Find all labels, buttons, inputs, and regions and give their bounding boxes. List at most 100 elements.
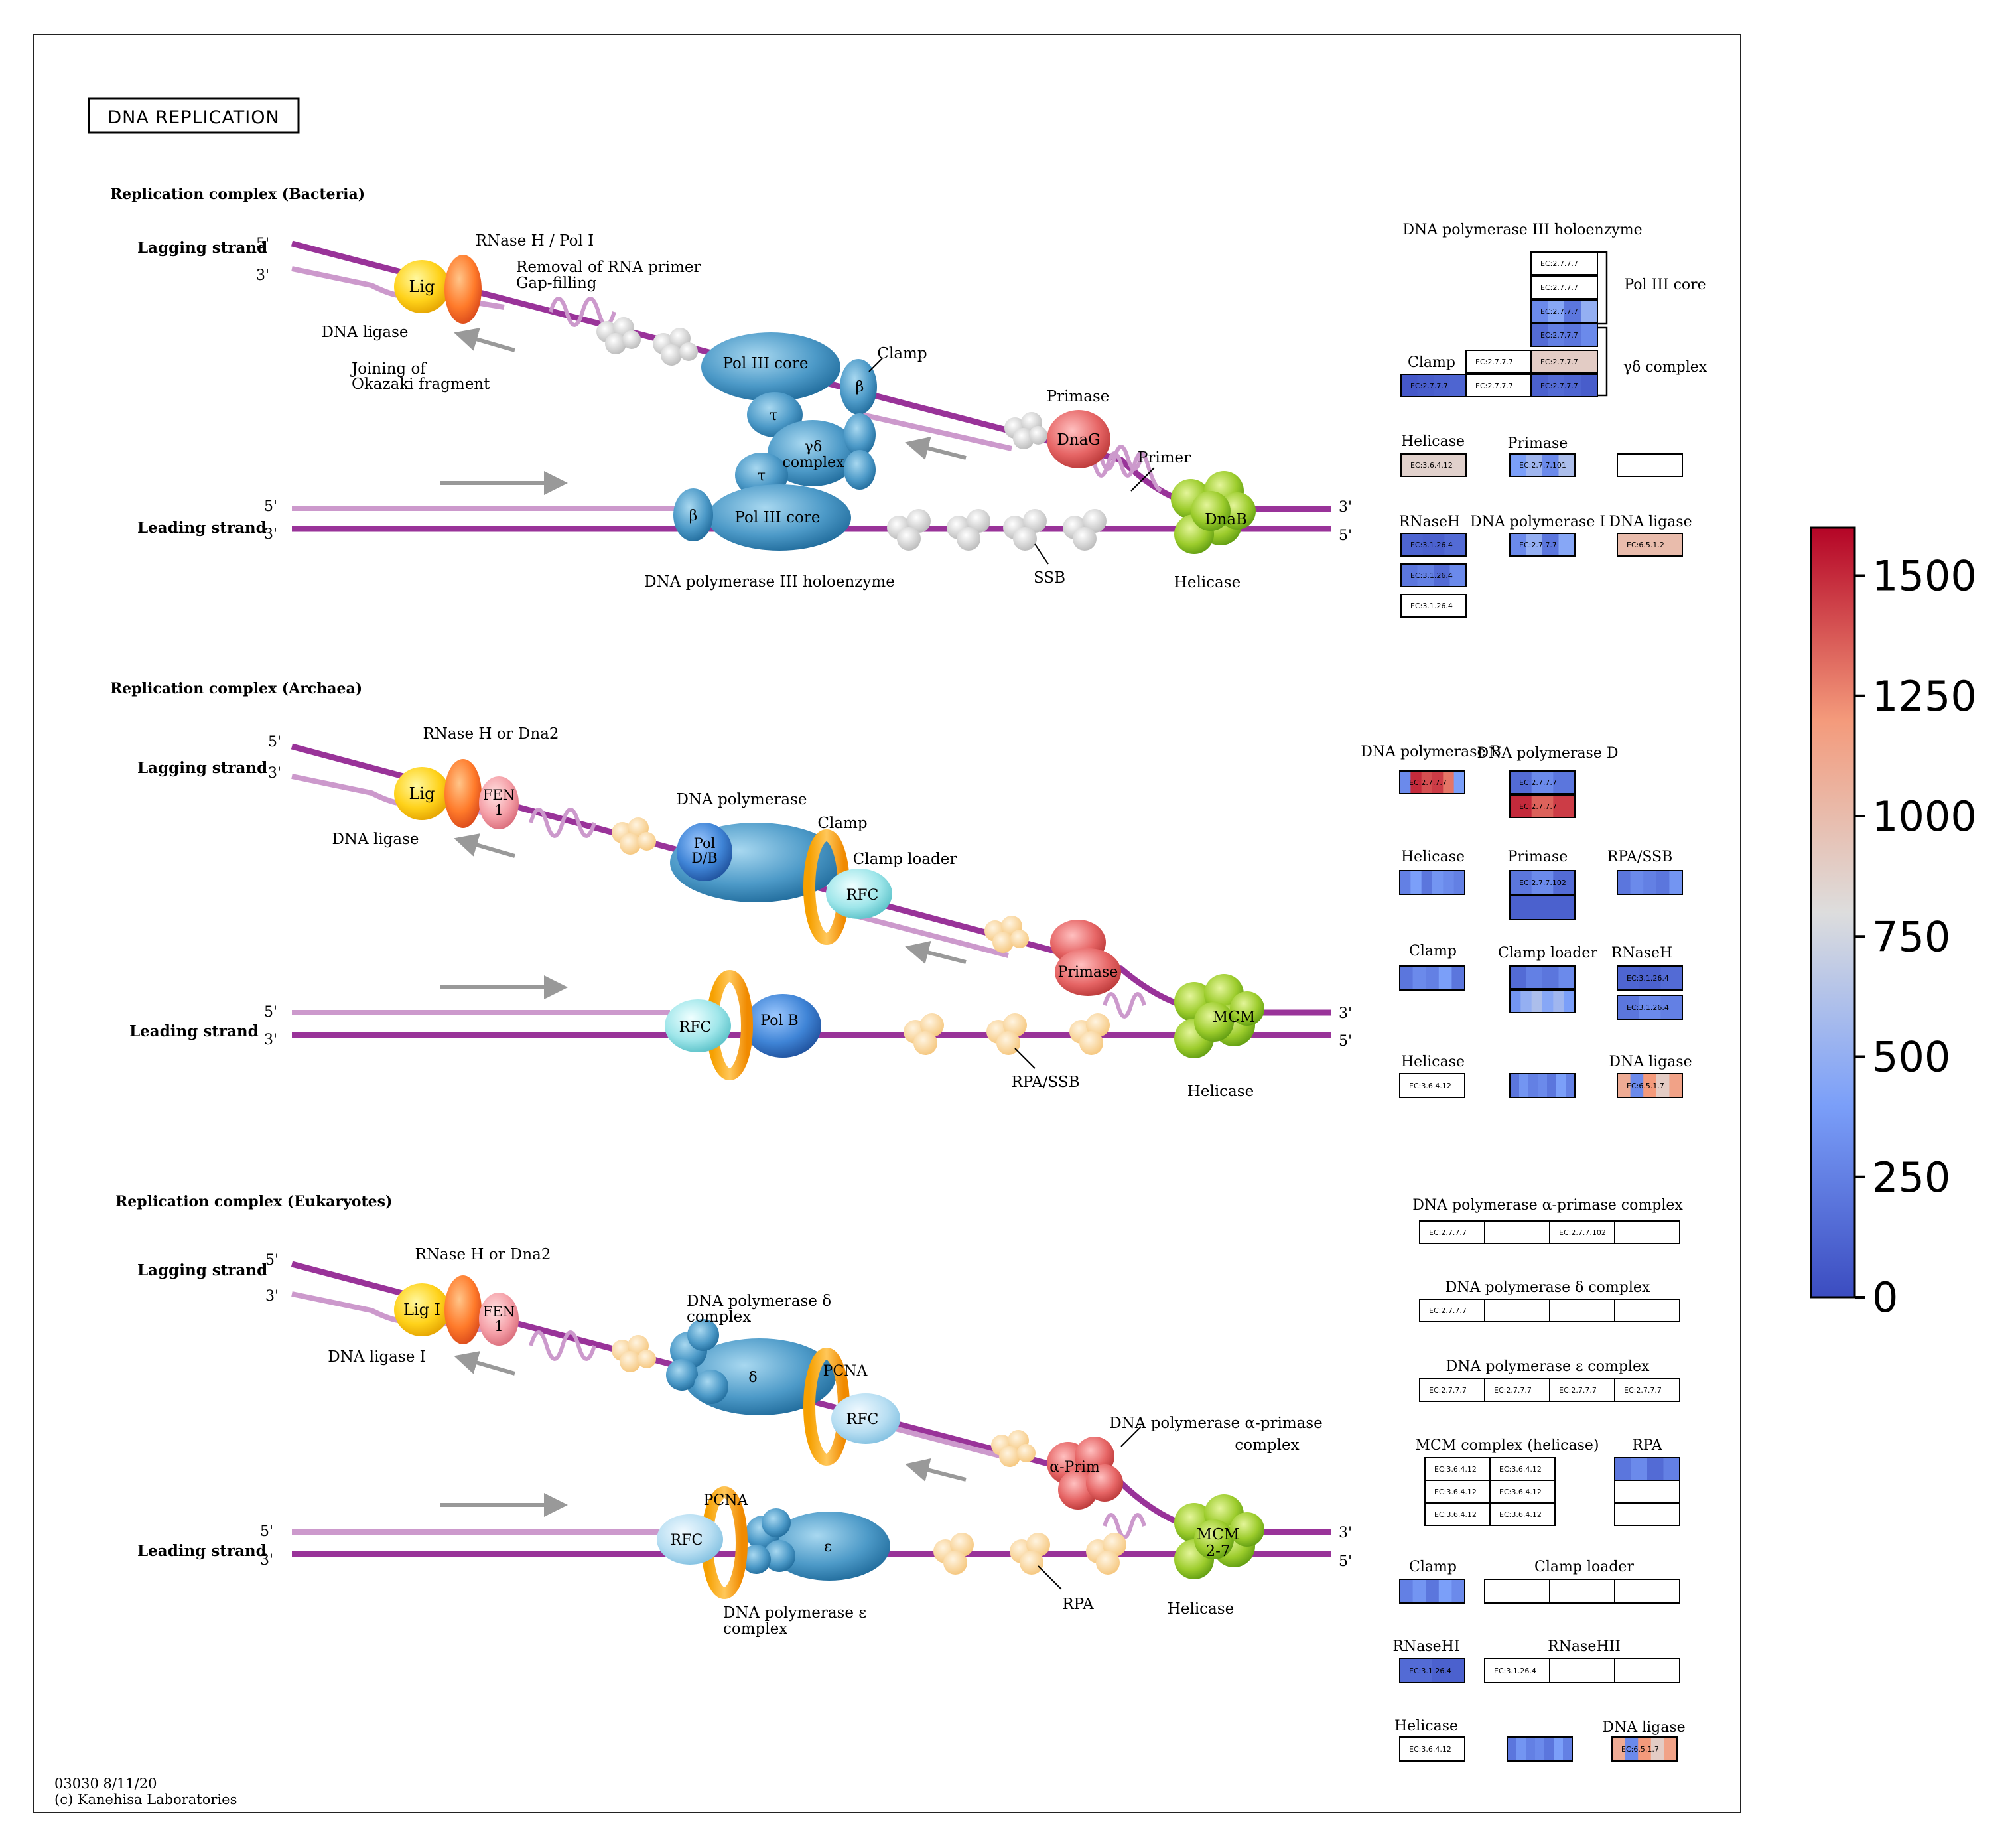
heatmap-cell: [1400, 966, 1414, 990]
heatmap-box: [1484, 1579, 1550, 1604]
ec-number-label: EC:2.7.7.7: [1519, 778, 1557, 787]
heatmap-cell: [1466, 374, 1532, 397]
expression-heatmap-boxes: EC:2.7.7.7 EC:2.7.7.7 EC:2.7.7.7 EC:2.7.7.7…: [1399, 251, 1683, 1762]
heatmap-box-border: [1617, 533, 1683, 557]
map-id-footer: 03030 8/11/20: [54, 1776, 157, 1792]
heatmap-box-border: [1509, 794, 1576, 818]
legend-gd-complex: γδ complex: [1623, 359, 1708, 376]
heatmap-cell: [1669, 1074, 1683, 1097]
heatmap-box-border: [1399, 770, 1465, 794]
heatmap-box: EC:3.1.26.4: [1400, 594, 1467, 618]
five-prime: 5': [256, 236, 269, 252]
lagging-strand-direction-arrow: [905, 940, 967, 964]
heatmap-cell: [1553, 795, 1576, 817]
heatmap-cell: [1544, 1737, 1554, 1761]
heatmap-cell: [1510, 795, 1532, 817]
heatmap-cell: [1669, 871, 1683, 894]
okazaki-fragment: [862, 412, 1012, 451]
heatmap-cell: [1485, 1579, 1550, 1603]
pol-epsilon-label: DNA polymerase ε: [723, 1604, 866, 1622]
heatmap-box-border: [1530, 251, 1598, 275]
heatmap-box: EC:2.7.7.7: [1400, 374, 1467, 397]
pol-b: [744, 994, 821, 1058]
heatmap-cell: [1443, 871, 1455, 894]
heatmap-cell: [1650, 1737, 1664, 1761]
legend-helicase: Helicase: [1394, 1718, 1458, 1734]
lagging-strand-direction-arrow: [905, 436, 967, 460]
beta-label: β: [689, 508, 698, 524]
heatmap-cell: [1400, 771, 1411, 794]
legend-pold: DNA polymerase D: [1477, 745, 1618, 762]
heatmap-box-border: [1530, 350, 1598, 374]
heatmap-box-border: [1530, 323, 1598, 347]
heatmap-box: EC:2.7.7.7: [1465, 374, 1532, 397]
ec-number-label: EC:2.7.7.7: [1475, 358, 1513, 366]
ec-number-label: EC:6.5.1.7: [1621, 1745, 1659, 1754]
heatmap-box-border: [1400, 533, 1467, 557]
heatmap-box: EC:2.7.7.7: [1399, 770, 1465, 794]
heatmap-cell: [1647, 1458, 1664, 1480]
heatmap-cell: [1434, 374, 1450, 397]
five-prime: 5': [264, 1004, 277, 1021]
rfc-clamp-loader: [826, 869, 892, 919]
ec-number-label: EC:3.1.26.4: [1627, 1003, 1669, 1012]
heatmap-box: [1484, 1220, 1550, 1244]
primase-label: Primase: [1058, 964, 1118, 981]
rnase-label: RNase H or Dna2: [415, 1246, 551, 1263]
rfc-clamp-loader: [657, 1514, 723, 1565]
three-prime: 3': [1339, 499, 1352, 516]
legend-holo-title: DNA polymerase III holoenzyme: [1402, 222, 1642, 238]
heatmap-box: EC:2.7.7.7: [1509, 794, 1576, 818]
ec-number-label: EC:3.6.4.12: [1410, 461, 1453, 470]
heatmap-cell: [1425, 1458, 1491, 1480]
heatmap-cell: [1550, 1659, 1615, 1683]
heatmap-cell: [1401, 564, 1418, 587]
heatmap-box-border: [1530, 374, 1598, 397]
heatmap-box-border: [1489, 1502, 1556, 1526]
heatmap-box: EC:3.6.4.12: [1399, 1736, 1465, 1762]
heatmap-box: [1617, 453, 1683, 477]
heatmap-cell: [1490, 1480, 1556, 1503]
heatmap-cell: [1663, 1458, 1680, 1480]
heatmap-cell: [1510, 454, 1526, 476]
heatmap-cell: [1432, 871, 1444, 894]
legend-primase: Primase: [1508, 849, 1568, 865]
legend-clamp: Clamp: [1408, 354, 1455, 371]
heatmap-cell: [1615, 1579, 1680, 1603]
heatmap-box: EC:2.7.7.7: [1530, 299, 1598, 323]
heatmap-box: [1614, 1457, 1680, 1481]
heatmap-box-border: [1399, 965, 1465, 991]
heatmap-box-border: [1399, 1658, 1465, 1683]
heatmap-box: EC:6.5.1.7: [1617, 1073, 1683, 1098]
ec-number-label: EC:2.7.7.7: [1540, 358, 1578, 366]
legend-helicase: Helicase: [1401, 849, 1465, 865]
colorbar: 0 250 500 750 1000 1250 1500: [1810, 526, 1977, 1322]
heatmap-box: EC:2.7.7.7: [1549, 1378, 1615, 1402]
primase: [1050, 920, 1121, 996]
heatmap-box: [1617, 870, 1683, 895]
heatmap-box-border: [1509, 1073, 1576, 1098]
heatmap-cell: [1526, 1737, 1536, 1761]
pol-b-label: Pol B: [760, 1013, 798, 1029]
heatmap-cell: [1556, 1074, 1566, 1097]
joining-label: Joining of: [350, 360, 427, 378]
ec-number-label: EC:2.7.7.7: [1540, 307, 1578, 316]
five-prime: 5': [1339, 1033, 1352, 1050]
heatmap-cell: [1526, 966, 1543, 989]
heatmap-cell: [1434, 564, 1450, 587]
lig-label: Lig I: [403, 1301, 440, 1319]
three-prime: 3': [264, 526, 277, 543]
heatmap-box-border: [1399, 1073, 1465, 1098]
clamp-loader-piece: [844, 413, 876, 456]
heatmap-box: [1614, 1658, 1680, 1683]
rpa-ssb-protein: [612, 817, 656, 855]
heatmap-box-border: [1509, 870, 1576, 895]
pol-delta-label: DNA polymerase δ: [687, 1293, 831, 1310]
removal-label: Removal of RNA primer: [516, 259, 701, 276]
heatmap-box: EC:3.6.4.12: [1489, 1480, 1556, 1504]
heatmap-cell: [1664, 1737, 1678, 1761]
heatmap-box-border: [1617, 995, 1683, 1020]
ec-number-label: EC:2.7.7.7: [1540, 382, 1578, 390]
heatmap-cell: [1412, 966, 1426, 990]
colorbar-tick-label: 250: [1872, 1153, 1950, 1202]
